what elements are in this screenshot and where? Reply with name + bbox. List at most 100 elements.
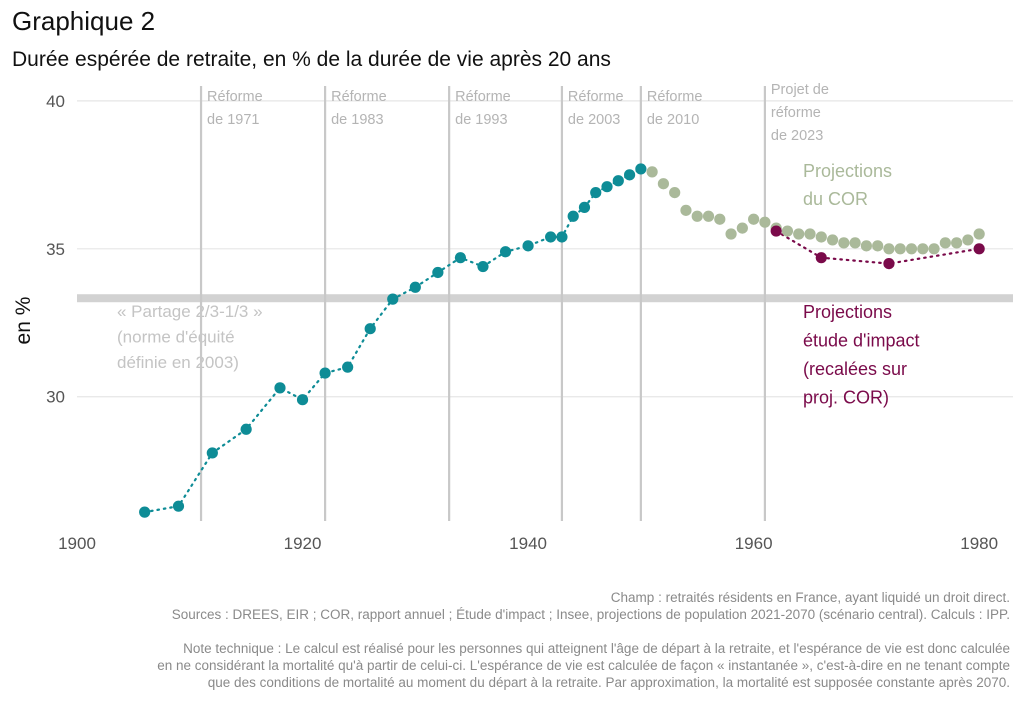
point-historical bbox=[477, 260, 489, 273]
point-cor bbox=[962, 234, 974, 246]
point-impact bbox=[973, 243, 985, 255]
point-cor bbox=[702, 210, 715, 222]
point-cor bbox=[736, 222, 748, 234]
point-cor bbox=[838, 237, 850, 249]
point-cor bbox=[669, 186, 681, 199]
point-cor bbox=[894, 243, 906, 255]
point-historical bbox=[409, 281, 421, 293]
reform-label-line: Réforme bbox=[568, 89, 624, 105]
y-tick-label-40: 40 bbox=[46, 92, 65, 111]
point-historical bbox=[590, 186, 602, 199]
reform-lines: Réforme de 1971 Réforme de 1983 Réforme de 19… bbox=[199, 82, 829, 521]
point-historical bbox=[319, 367, 331, 379]
norm-band bbox=[77, 294, 1013, 303]
annotation-impact-line: (recalées sur bbox=[803, 359, 907, 379]
footer-note-block: Note technique : Le calcul est réalisé p… bbox=[157, 640, 1010, 691]
footer-note-line-3: que des conditions de mortalité au momen… bbox=[207, 675, 1010, 690]
reform-label-line: réforme bbox=[771, 105, 821, 121]
reform-label-line: Projet de bbox=[771, 82, 829, 98]
point-cor bbox=[691, 210, 703, 222]
point-cor bbox=[725, 228, 737, 240]
point-cor bbox=[872, 240, 884, 252]
point-cor bbox=[646, 166, 658, 178]
point-historical bbox=[274, 382, 286, 394]
annotation-impact-line: Projections bbox=[803, 302, 892, 322]
axes: 30 35 40 1900 1920 1940 1960 1980 en % bbox=[12, 92, 998, 553]
y-tick-label-30: 30 bbox=[46, 388, 65, 407]
annotations: Projections du COR Projections étude d'impa… bbox=[803, 161, 920, 408]
norm-label-line: définie en 2003) bbox=[117, 353, 239, 372]
point-historical bbox=[387, 293, 399, 305]
page-subtitle: Durée espérée de retraite, en % de la du… bbox=[12, 48, 611, 71]
footer-sources: Sources : DREES, EIR ; COR, rapport annu… bbox=[171, 607, 1010, 622]
point-cor bbox=[973, 228, 985, 240]
reform-label-line: Réforme bbox=[207, 89, 263, 105]
reform-label-line: Réforme bbox=[647, 89, 703, 105]
x-tick-label-1980: 1980 bbox=[960, 534, 998, 553]
annotation-impact-line: étude d'impact bbox=[803, 331, 920, 351]
point-impact bbox=[770, 225, 782, 237]
point-historical bbox=[601, 181, 613, 193]
point-cor bbox=[826, 234, 839, 246]
point-cor bbox=[781, 225, 794, 237]
point-historical bbox=[545, 231, 557, 243]
y-tick-label-35: 35 bbox=[46, 240, 65, 259]
point-historical bbox=[172, 500, 185, 512]
point-historical bbox=[578, 201, 591, 213]
norm-label-line: « Partage 2/3-1/3 » bbox=[117, 302, 263, 321]
reform-label-line: de 1983 bbox=[331, 112, 383, 128]
reform-label-line: de 2023 bbox=[771, 128, 823, 144]
footer-sources-block: Champ : retraités résidents en France, a… bbox=[172, 589, 1010, 623]
point-cor bbox=[951, 237, 963, 249]
point-cor bbox=[804, 228, 816, 240]
point-cor bbox=[680, 204, 692, 216]
x-tick-label-1940: 1940 bbox=[509, 534, 547, 553]
y-axis-label: en % bbox=[12, 297, 35, 345]
page-title: Graphique 2 bbox=[12, 6, 156, 36]
point-historical bbox=[454, 252, 467, 264]
point-historical bbox=[612, 175, 624, 187]
point-historical bbox=[139, 506, 151, 518]
point-cor bbox=[883, 243, 895, 255]
point-impact bbox=[883, 258, 895, 270]
norm-label-line: (norme d'équité bbox=[117, 328, 235, 347]
point-cor bbox=[939, 237, 951, 249]
point-cor bbox=[748, 213, 760, 225]
point-cor bbox=[860, 240, 872, 252]
point-cor bbox=[917, 243, 929, 255]
series-points bbox=[139, 163, 985, 518]
point-historical bbox=[206, 447, 218, 459]
annotation-impact-line: proj. COR) bbox=[803, 388, 889, 408]
point-cor bbox=[657, 178, 670, 190]
point-cor bbox=[759, 216, 771, 228]
reform-label-line: Réforme bbox=[455, 89, 511, 105]
point-cor bbox=[793, 228, 805, 240]
reform-label-line: de 1993 bbox=[455, 112, 507, 128]
norm-band-group: « Partage 2/3-1/3 » (norme d'équité défini… bbox=[77, 294, 1013, 372]
chart: « Partage 2/3-1/3 » (norme d'équité défini… bbox=[12, 82, 1013, 553]
point-historical bbox=[623, 169, 636, 181]
x-tick-label-1920: 1920 bbox=[284, 534, 322, 553]
point-cor bbox=[928, 243, 940, 255]
point-cor bbox=[815, 231, 827, 243]
point-historical bbox=[432, 266, 444, 279]
annotation-cor-line: du COR bbox=[803, 189, 868, 209]
point-impact bbox=[815, 252, 827, 264]
footer-note-line-2: en ne considérant la mortalité qu'à part… bbox=[157, 658, 1010, 673]
footer-note-line-1: Note technique : Le calcul est réalisé p… bbox=[183, 641, 1010, 656]
point-cor bbox=[905, 243, 918, 255]
point-historical bbox=[635, 163, 647, 175]
reform-label-line: Réforme bbox=[331, 89, 387, 105]
annotation-cor-line: Projections bbox=[803, 161, 892, 181]
grid bbox=[77, 100, 1013, 398]
reform-label-line: de 1971 bbox=[207, 112, 259, 128]
point-historical bbox=[240, 423, 252, 435]
point-historical bbox=[296, 394, 309, 406]
point-cor bbox=[849, 237, 861, 249]
reform-label-line: de 2003 bbox=[568, 112, 620, 128]
reform-label-line: de 2010 bbox=[647, 112, 699, 128]
point-historical bbox=[522, 240, 534, 252]
point-historical bbox=[364, 323, 376, 335]
point-historical bbox=[342, 361, 354, 373]
x-tick-label-1960: 1960 bbox=[735, 534, 773, 553]
